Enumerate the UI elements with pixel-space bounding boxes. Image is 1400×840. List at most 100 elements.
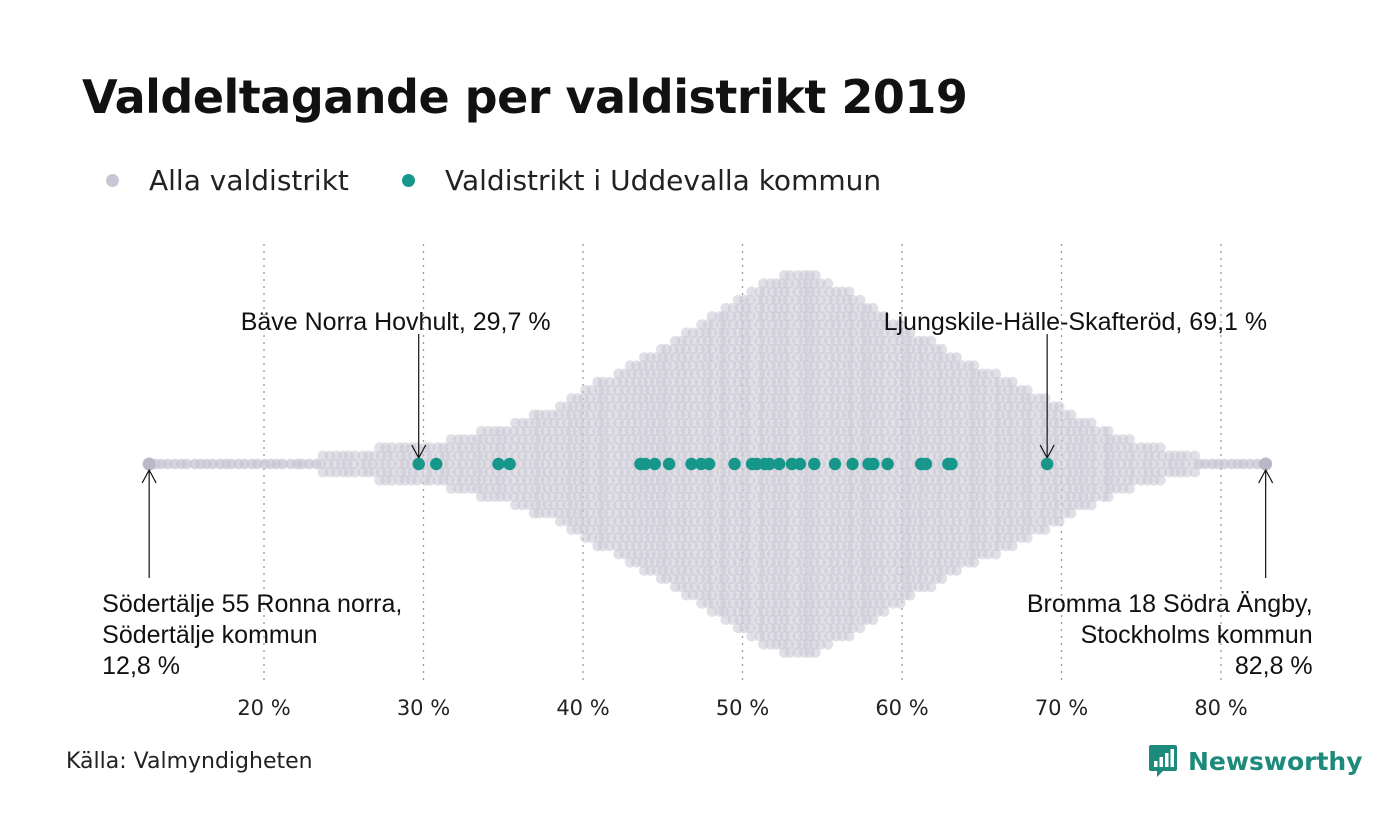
point-all: [586, 384, 598, 396]
point-all: [706, 557, 718, 568]
point-all: [744, 425, 756, 437]
point-all: [744, 294, 756, 306]
point-all: [1053, 417, 1065, 429]
point-all: [848, 581, 860, 593]
point-uddevalla: [702, 457, 716, 471]
point-uddevalla: [772, 457, 786, 471]
point-all: [815, 639, 826, 650]
point-all: [1039, 524, 1051, 535]
point-all: [848, 335, 860, 347]
point-all: [584, 458, 596, 470]
series-all-points: [142, 270, 1273, 658]
point-all: [746, 548, 757, 560]
point-all: [1053, 516, 1065, 527]
point-all: [744, 343, 756, 355]
point-all: [1007, 540, 1018, 552]
point-all: [783, 557, 794, 568]
point-all: [784, 614, 796, 626]
point-all: [604, 442, 615, 453]
point-all: [746, 417, 757, 429]
point-all: [746, 335, 757, 347]
point-all: [847, 589, 858, 601]
point-all: [880, 335, 892, 347]
point-all: [878, 540, 890, 552]
point-all: [604, 475, 615, 486]
point-all: [848, 384, 860, 396]
point-all: [867, 614, 879, 626]
point-all: [815, 425, 826, 437]
point-all: [1026, 524, 1037, 535]
point-all: [424, 442, 436, 453]
point-all: [981, 409, 992, 421]
point-all: [880, 483, 892, 494]
point-all: [1179, 458, 1191, 470]
point-all: [982, 516, 994, 527]
annotation-text: Södertälje kommun: [102, 621, 317, 649]
point-uddevalla: [881, 457, 894, 471]
point-all: [894, 319, 906, 330]
point-all: [1124, 483, 1135, 494]
point-all: [784, 598, 796, 609]
point-all: [904, 327, 916, 339]
point-all: [181, 458, 193, 470]
point-all: [1130, 450, 1141, 462]
point-all: [982, 434, 994, 445]
point-all: [706, 573, 718, 585]
point-all: [604, 540, 615, 552]
point-all: [878, 425, 890, 437]
point-all: [746, 434, 757, 445]
point-all: [816, 565, 828, 576]
point-all: [956, 540, 967, 552]
point-all: [708, 352, 719, 363]
point-all: [584, 475, 596, 486]
point-all: [784, 302, 796, 314]
point-all: [848, 499, 860, 511]
point-all: [1053, 450, 1065, 462]
point-all: [744, 606, 756, 617]
point-all: [816, 598, 828, 609]
annotation-text: Bäve Norra Hovhult, 29,7 %: [241, 308, 551, 336]
point-all: [783, 507, 794, 519]
point-all: [880, 598, 892, 609]
x-axis-ticks: 20 % 30 % 40 % 50 % 60 % 70 % 80 %: [237, 696, 1247, 720]
point-uddevalla: [412, 457, 425, 471]
point-all: [783, 360, 794, 371]
arrowhead-icon: [141, 468, 157, 484]
point-all: [878, 376, 890, 388]
point-all: [936, 573, 948, 585]
point-all: [815, 606, 826, 617]
beeswarm-chart: Bäve Norra Hovhult, 29,7 % Ljungskile-Häl…: [102, 244, 1313, 720]
point-all: [783, 294, 794, 306]
point-all: [816, 434, 828, 445]
point-all: [605, 516, 617, 527]
point-all: [1026, 458, 1037, 470]
point-all: [848, 548, 860, 560]
point-all: [956, 557, 967, 568]
point-all: [783, 409, 794, 421]
point-all: [708, 434, 719, 445]
point-all: [783, 606, 794, 617]
point-all: [1052, 425, 1063, 437]
point-all: [744, 393, 756, 404]
point-all: [878, 311, 890, 322]
point-all: [878, 573, 890, 585]
point-all: [706, 376, 718, 388]
point-all: [968, 360, 980, 371]
point-all: [957, 434, 969, 445]
point-all: [1026, 507, 1037, 519]
point-all: [605, 466, 617, 478]
point-all: [816, 581, 828, 593]
point-all: [815, 540, 826, 552]
x-tick-label: 20 %: [237, 696, 290, 720]
point-all: [604, 458, 615, 470]
point-all: [904, 589, 916, 601]
point-all: [783, 540, 794, 552]
legend-label-all: Alla valdistrikt: [149, 163, 349, 197]
point-extreme: [1259, 457, 1273, 471]
point-all: [982, 450, 994, 462]
point-all: [746, 368, 757, 380]
point-all: [706, 409, 718, 421]
point-uddevalla: [919, 457, 933, 471]
point-all: [816, 466, 828, 478]
point-all: [878, 557, 890, 568]
